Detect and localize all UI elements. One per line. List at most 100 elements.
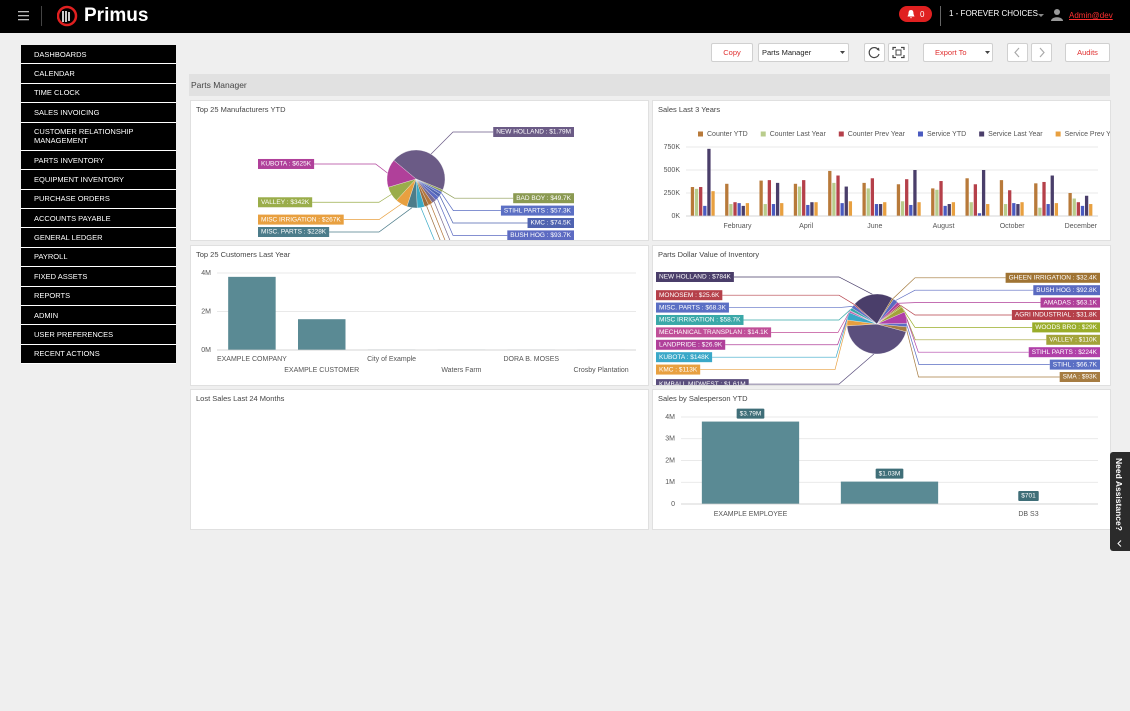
bar [973, 184, 978, 216]
bar [775, 182, 780, 216]
bar [767, 180, 772, 216]
menu-icon[interactable] [18, 10, 32, 22]
bar [759, 180, 763, 216]
nav-item[interactable]: CALENDAR [21, 64, 176, 84]
bar [729, 204, 733, 216]
bar [707, 148, 711, 216]
bar [828, 170, 832, 216]
value-label-box [1018, 490, 1039, 501]
bar [725, 183, 729, 216]
x-tick-label: DORA B. MOSES [503, 356, 559, 363]
pie-label: MONOSEM : $25.6K [659, 292, 720, 299]
assistance-tab[interactable]: Need Assistance? [1110, 452, 1130, 551]
nav-item[interactable]: RECENT ACTIONS [21, 344, 176, 364]
leader-line [712, 316, 849, 358]
nav-item[interactable]: DASHBOARDS [21, 45, 176, 65]
bar [745, 203, 750, 216]
chart: Sales by Salesperson YTD 0 1M 2M 3M 4M EXAMPLE… [658, 394, 1098, 518]
fullscreen-button[interactable] [888, 43, 909, 62]
bar [802, 180, 806, 216]
nav-item[interactable]: ACCOUNTS PAYABLE [21, 209, 176, 229]
nav-item[interactable]: USER PREFERENCES [21, 325, 176, 345]
pie-label: KIMBALL MIDWEST : $1.61M [659, 381, 746, 385]
nav-item[interactable]: EQUIPMENT INVENTORY [21, 170, 176, 190]
bar [1089, 204, 1093, 216]
bar [840, 481, 939, 504]
nav-item[interactable]: PURCHASE ORDERS [21, 189, 176, 209]
bar [737, 203, 741, 216]
next-button[interactable] [1031, 43, 1052, 62]
y-tick-label: 4M [201, 270, 211, 277]
bar [836, 175, 840, 216]
pie-label-box [656, 272, 734, 282]
nav-item[interactable]: FIXED ASSETS [21, 267, 176, 287]
leader-line [905, 317, 1029, 353]
leader-line [722, 294, 855, 305]
legend-label: Counter Last Year [770, 131, 827, 138]
bar [694, 188, 699, 216]
view-select[interactable]: Parts Manager [758, 43, 849, 62]
chart-title: Parts Dollar Value of Inventory [658, 250, 759, 259]
bar [703, 205, 707, 216]
y-tick-label: 0K [671, 213, 680, 220]
nav-item[interactable]: PARTS INVENTORY [21, 150, 176, 171]
x-tick-label: June [867, 223, 882, 230]
bar [1084, 195, 1089, 216]
user-link[interactable]: Admin@dev [1069, 11, 1113, 20]
pie-label: STIHL : $66.7K [1053, 361, 1098, 368]
bar [999, 180, 1004, 216]
bar [1072, 198, 1076, 216]
bar [1068, 193, 1072, 216]
company-selector[interactable]: 1 - FOREVER CHOICES [949, 9, 1038, 18]
leader-line [314, 163, 388, 174]
legend-swatch [1055, 131, 1061, 137]
nav-item[interactable]: TIME CLOCK [21, 83, 176, 104]
notifications[interactable]: 0 [899, 6, 932, 22]
nav-item[interactable]: SALES INVOICING [21, 103, 176, 123]
nav-item[interactable]: REPORTS [21, 286, 176, 306]
chart-card: Sales by Salesperson YTD 0 1M 2M 3M 4M EXAMPLE… [652, 389, 1111, 530]
leader-line [430, 131, 494, 155]
chart: Top 25 Customers Last Year 0M 2M 4M EXAMPLE … [196, 250, 636, 374]
bar [1046, 204, 1050, 216]
bar [771, 204, 776, 216]
bar [896, 184, 901, 216]
bar [228, 276, 276, 350]
value-label: $1.03M [879, 470, 901, 477]
pie-label-box [656, 352, 713, 363]
bar [701, 421, 800, 504]
bar [951, 202, 956, 216]
leader-line [439, 195, 528, 224]
leader-line [442, 190, 514, 199]
bar [793, 183, 798, 216]
refresh-button[interactable] [864, 43, 885, 62]
bar [1008, 190, 1012, 216]
pie-label-box [527, 218, 574, 229]
logo-icon [57, 5, 78, 27]
pie-label-box [507, 230, 574, 240]
x-tick-label: October [1000, 223, 1026, 230]
bar [917, 202, 921, 216]
bar [832, 182, 836, 216]
export-button[interactable]: Export To [923, 43, 993, 62]
bar [814, 202, 818, 216]
x-tick-label: August [933, 223, 955, 230]
bar [690, 187, 695, 216]
leader-line [900, 304, 1012, 316]
chart: Top 25 Manufacturers YTD NEW HOLLAND : $1… [196, 105, 574, 240]
copy-button[interactable]: Copy [711, 43, 753, 62]
prev-button[interactable] [1007, 43, 1028, 62]
pie-label: VALLEY : $110K [1049, 337, 1097, 344]
nav-item[interactable]: PAYROLL [21, 247, 176, 268]
bar [986, 204, 990, 216]
bar [763, 204, 767, 216]
nav-item[interactable]: ADMIN [21, 305, 176, 326]
assistance-text: Need Assistance? [1114, 458, 1124, 531]
chart-card: Sales Last 3 Years 0K 250K 500K 750K February… [652, 100, 1111, 241]
pie-label: MISC IRRIGATION : $58.7K [659, 317, 741, 324]
pie-label-box [1049, 359, 1100, 370]
nav-item[interactable]: GENERAL LEDGER [21, 228, 176, 248]
audits-button[interactable]: Audits [1065, 43, 1110, 62]
nav-item[interactable]: CUSTOMER RELATIONSHIP MANAGEMENT [21, 122, 176, 151]
